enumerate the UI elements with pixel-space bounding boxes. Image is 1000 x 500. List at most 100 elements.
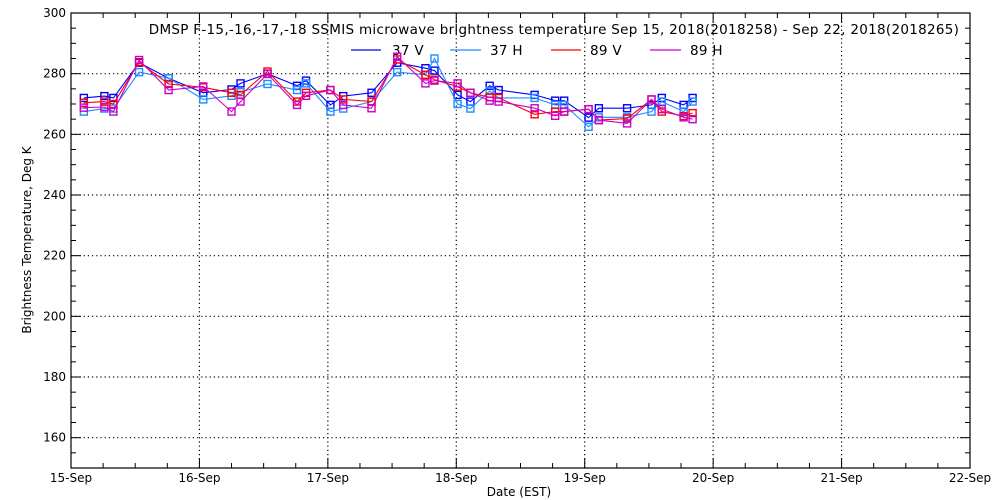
data-point xyxy=(688,114,697,124)
data-point xyxy=(679,107,688,116)
legend-item-89h: 89 H xyxy=(650,43,723,59)
x-tick-label: 20-Sep xyxy=(692,471,734,485)
data-point xyxy=(453,99,462,109)
data-point xyxy=(301,79,311,88)
data-point xyxy=(530,110,539,119)
data-point xyxy=(453,79,462,88)
series-line xyxy=(83,61,693,119)
data-point xyxy=(594,104,604,113)
legend-item-37h: 37 H xyxy=(450,43,523,59)
series-group xyxy=(79,52,697,131)
y-tick-label: 180 xyxy=(43,370,66,384)
x-tick-label: 19-Sep xyxy=(564,471,606,485)
data-point xyxy=(594,115,604,125)
data-point xyxy=(453,90,462,100)
data-point xyxy=(367,88,376,97)
data-point xyxy=(100,102,109,112)
y-tick-label: 220 xyxy=(43,249,66,263)
data-point xyxy=(227,107,236,116)
data-point xyxy=(647,107,656,116)
data-point xyxy=(164,85,173,95)
data-point xyxy=(530,104,539,113)
data-point xyxy=(79,93,89,103)
grid xyxy=(71,13,970,468)
data-point xyxy=(679,113,688,122)
data-point xyxy=(393,67,402,77)
legend-item-89v: 89 V xyxy=(551,43,622,59)
y-tick-label: 240 xyxy=(43,188,66,202)
data-point xyxy=(109,107,118,116)
data-point xyxy=(339,100,348,110)
legend-label: 89 H xyxy=(690,43,723,59)
data-point xyxy=(100,97,109,106)
y-tick-label: 300 xyxy=(43,6,66,20)
y-tick-label: 280 xyxy=(43,67,66,81)
data-point xyxy=(550,111,560,121)
data-point xyxy=(430,66,439,75)
series-line xyxy=(83,55,693,124)
data-point xyxy=(530,93,539,103)
data-point xyxy=(79,103,89,112)
data-point xyxy=(134,67,144,77)
x-tick-label: 22-Sep xyxy=(949,471,991,485)
data-point xyxy=(559,107,569,116)
data-point xyxy=(339,95,348,104)
data-point xyxy=(164,79,173,89)
data-point xyxy=(559,96,569,105)
data-point xyxy=(236,97,245,106)
data-point xyxy=(430,76,439,85)
data-point xyxy=(550,96,560,105)
data-point xyxy=(421,79,430,88)
legend: 37 V 37 H 89 V 89 H xyxy=(351,43,723,59)
data-point xyxy=(421,70,430,80)
x-tick-label: 17-Sep xyxy=(307,471,349,485)
data-point xyxy=(367,104,376,113)
data-point xyxy=(550,107,560,116)
data-point xyxy=(199,82,208,91)
x-tick-label: 15-Sep xyxy=(50,471,92,485)
x-tick-label: 21-Sep xyxy=(820,471,862,485)
legend-label: 37 H xyxy=(490,43,523,59)
data-point xyxy=(688,108,697,118)
data-point xyxy=(236,79,245,88)
data-point xyxy=(584,113,593,122)
data-point xyxy=(494,97,503,106)
data-point xyxy=(622,104,632,113)
y-tick-label: 160 xyxy=(43,431,66,445)
data-point xyxy=(393,52,402,61)
data-point xyxy=(263,69,272,79)
data-point xyxy=(292,85,302,95)
chart-title: DMSP F-15,-16,-17,-18 SSMIS microwave br… xyxy=(149,22,959,38)
data-point xyxy=(430,54,439,63)
data-point xyxy=(199,95,208,104)
data-point xyxy=(622,119,632,128)
data-point xyxy=(622,114,632,123)
data-point xyxy=(100,91,109,101)
data-point xyxy=(584,122,593,131)
x-tick-label: 16-Sep xyxy=(178,471,220,485)
y-axis-label: Brightness Temperature, Deg K xyxy=(20,145,34,333)
data-point xyxy=(485,96,494,105)
legend-item-37v: 37 V xyxy=(351,43,424,59)
data-point xyxy=(227,88,236,97)
data-point xyxy=(326,107,335,116)
y-tick-label: 260 xyxy=(43,127,66,141)
x-tick-label: 18-Sep xyxy=(435,471,477,485)
series-89h xyxy=(79,52,697,128)
data-point xyxy=(134,55,144,65)
data-point xyxy=(301,91,311,101)
data-point xyxy=(79,98,89,107)
data-point xyxy=(466,104,475,113)
y-tick-label: 200 xyxy=(43,309,66,323)
data-point xyxy=(688,97,697,106)
data-point xyxy=(485,81,494,91)
legend-label: 89 V xyxy=(590,43,622,59)
data-point xyxy=(647,95,656,104)
plot-frame xyxy=(70,12,971,469)
x-axis-label: Date (EST) xyxy=(487,485,551,499)
data-point xyxy=(326,85,335,95)
data-point xyxy=(584,104,593,114)
data-point xyxy=(263,79,272,89)
data-point xyxy=(494,85,503,95)
